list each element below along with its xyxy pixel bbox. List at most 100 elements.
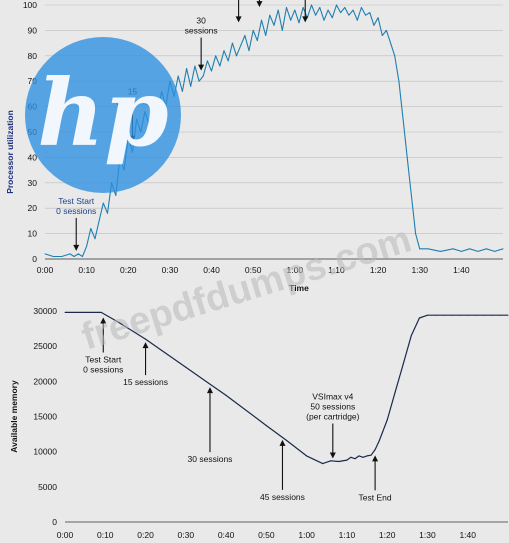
series-point: [290, 19, 292, 21]
series-point: [294, 9, 296, 11]
series-point: [340, 12, 342, 14]
y-tick-label: 30: [28, 178, 38, 188]
series-point: [370, 454, 372, 456]
x-tick-label: 1:40: [453, 265, 470, 275]
series-point: [90, 228, 92, 230]
series-point: [385, 29, 387, 31]
series-point: [227, 60, 229, 62]
annotation-arrowhead: [142, 342, 149, 349]
series-point: [331, 17, 333, 19]
x-tick-label: 0:50: [245, 265, 262, 275]
series-point: [186, 68, 188, 69]
series-point: [310, 4, 312, 6]
series-point: [491, 314, 493, 316]
series-point: [394, 55, 396, 57]
series-point: [362, 456, 364, 458]
y-tick-label: 0: [32, 254, 37, 264]
series-point: [77, 253, 79, 255]
series-point: [215, 55, 217, 57]
series-point: [381, 34, 383, 36]
series-point: [374, 449, 376, 451]
series-point: [273, 24, 275, 26]
annotation-label: Test End: [359, 492, 392, 502]
annotation-arrowhead: [329, 452, 336, 459]
y-tick-label: 100: [23, 0, 37, 10]
x-tick-label: 0:10: [97, 530, 114, 540]
series-point: [366, 455, 368, 457]
y-tick-label: 80: [28, 51, 38, 61]
series-point: [223, 50, 225, 52]
available-memory-chart: 0 5000 10000 15000 20000 25000 30000 0:00 0:10 0:…: [9, 306, 509, 540]
x-axis-title: Time: [289, 283, 309, 293]
annotation-arrowhead: [100, 317, 107, 324]
series-point: [277, 9, 279, 11]
series-point: [330, 460, 332, 462]
series-point: [483, 314, 485, 316]
series-point: [115, 195, 117, 196]
x-tick-label: 0:00: [57, 530, 74, 540]
series-point: [426, 314, 428, 316]
series-point: [86, 245, 88, 247]
series-point: [281, 29, 283, 31]
x-tick-label: 0:00: [37, 265, 54, 275]
annotation-label: 0 sessions: [56, 206, 96, 216]
series-point: [494, 250, 496, 252]
series-point: [459, 314, 461, 316]
annotation-label: VSImax v4: [312, 392, 353, 402]
series-point: [44, 253, 46, 255]
series-point: [356, 19, 358, 21]
series-point: [469, 248, 471, 250]
annotation-arrowhead: [256, 1, 263, 8]
series-point: [344, 7, 346, 9]
series-point: [406, 156, 408, 158]
series-point: [177, 75, 179, 77]
y-tick-label: 90: [28, 25, 38, 35]
x-tick-label: 1:30: [419, 530, 436, 540]
series-point: [443, 314, 445, 316]
series-point: [394, 391, 396, 393]
series-point: [256, 40, 258, 42]
x-tick-label: 0:40: [203, 265, 220, 275]
series-point: [377, 17, 379, 19]
annotation-arrowhead: [206, 387, 213, 394]
series-point: [248, 50, 250, 52]
series-point: [265, 34, 267, 36]
series-point: [410, 195, 412, 196]
series-point: [240, 45, 242, 47]
x-tick-label: 0:30: [178, 530, 195, 540]
series-point: [306, 455, 308, 457]
series-point: [365, 14, 367, 16]
series-point: [145, 338, 147, 340]
series-point: [435, 314, 437, 316]
annotation-arrowhead: [302, 16, 309, 23]
series-point: [52, 255, 54, 257]
series-point: [319, 7, 321, 9]
y-tick-label: 20000: [33, 376, 57, 386]
series-point: [327, 9, 329, 11]
series-point: [322, 463, 324, 465]
series-point: [352, 9, 354, 11]
series-point: [451, 314, 453, 316]
x-tick-label: 1:00: [298, 530, 315, 540]
annotation-label: 0 sessions: [83, 365, 123, 375]
series-point: [485, 248, 487, 250]
y-axis-title: Available memory: [9, 380, 19, 453]
series-point: [335, 4, 337, 6]
annotation-label: sessions: [185, 26, 218, 36]
y-tick-label: 20: [28, 203, 38, 213]
series-point: [354, 458, 356, 460]
x-tick-label: 1:10: [328, 265, 345, 275]
annotation-label: 15 sessions: [123, 377, 168, 387]
annotation-label: 45 sessions: [260, 492, 305, 502]
series-point: [415, 233, 417, 235]
x-tick-label: 0:20: [137, 530, 154, 540]
watermark: freepdfdumps.com: [77, 218, 416, 358]
series-point: [378, 440, 380, 442]
hp-logo-text: hp: [37, 59, 168, 167]
y-tick-label: 10: [28, 229, 38, 239]
y-tick-label: 15000: [33, 412, 57, 422]
series-point: [98, 220, 100, 222]
series-point: [206, 60, 208, 62]
series-point: [350, 456, 352, 458]
